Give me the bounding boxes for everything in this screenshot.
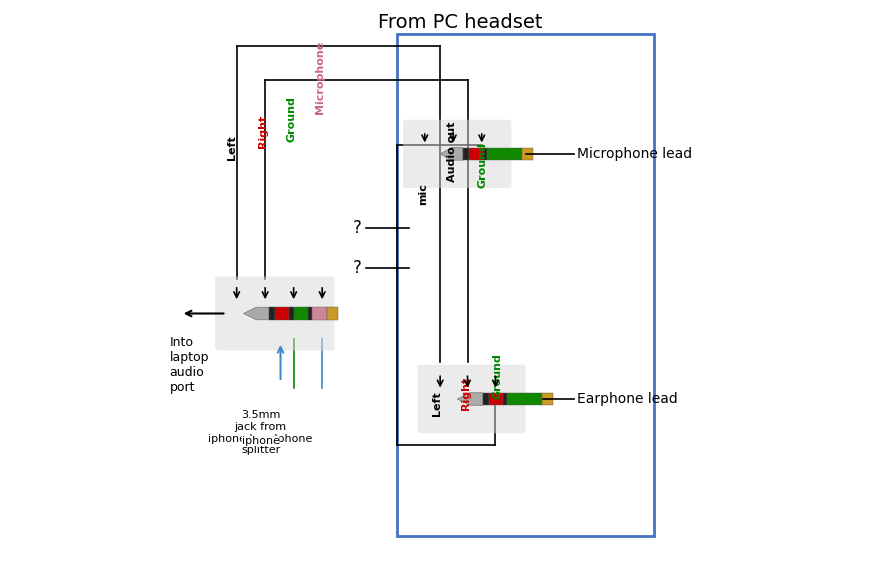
Bar: [327, 307, 338, 320]
Bar: [289, 307, 293, 320]
Bar: [483, 148, 487, 160]
Text: Ground: Ground: [492, 353, 502, 399]
Bar: [469, 148, 483, 160]
Text: Right: Right: [259, 115, 268, 148]
Text: Microphone lead: Microphone lead: [577, 147, 692, 161]
Bar: [293, 307, 308, 320]
FancyBboxPatch shape: [403, 120, 511, 188]
Text: Microphone: Microphone: [315, 40, 325, 114]
Bar: [269, 307, 275, 320]
Bar: [313, 307, 327, 320]
Text: mic: mic: [418, 184, 428, 205]
Text: Right: Right: [461, 377, 470, 410]
Bar: [522, 148, 533, 160]
Text: Into
laptop
audio
port: Into laptop audio port: [169, 336, 209, 394]
Bar: [503, 393, 508, 405]
Bar: [398, 34, 654, 536]
Polygon shape: [244, 307, 269, 320]
Bar: [463, 148, 469, 160]
Text: Ground: Ground: [478, 142, 488, 188]
Polygon shape: [457, 393, 483, 405]
Text: 3.5mm
jack from
iphone headphone
splitter: 3.5mm jack from iphone headphone splitte…: [208, 410, 313, 455]
Polygon shape: [440, 148, 463, 160]
Bar: [541, 393, 553, 405]
Text: ?: ?: [353, 259, 362, 277]
Text: ?: ?: [353, 219, 362, 237]
Text: iphone: iphone: [242, 436, 280, 446]
FancyBboxPatch shape: [215, 276, 335, 351]
Text: Left: Left: [227, 135, 237, 160]
Bar: [487, 148, 522, 160]
Bar: [508, 393, 541, 405]
Bar: [488, 393, 503, 405]
Bar: [308, 307, 313, 320]
Bar: [483, 393, 488, 405]
Bar: [275, 307, 289, 320]
Text: From PC headset: From PC headset: [377, 13, 542, 32]
Text: Left: Left: [432, 392, 442, 416]
Text: Earphone lead: Earphone lead: [577, 392, 678, 406]
Text: Audio out: Audio out: [447, 122, 456, 182]
FancyBboxPatch shape: [417, 365, 525, 433]
Text: Ground: Ground: [287, 97, 297, 142]
